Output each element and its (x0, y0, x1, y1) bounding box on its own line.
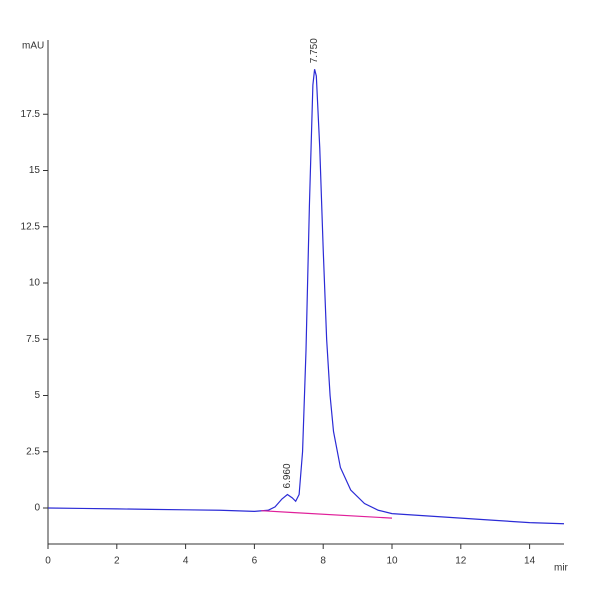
y-tick-label: 0 (34, 503, 40, 514)
y-tick-label: 15 (29, 165, 41, 176)
x-tick-label: 10 (386, 556, 398, 567)
y-tick-label: 12.5 (21, 221, 41, 232)
x-tick-label: 12 (455, 556, 467, 567)
y-tick-label: 17.5 (21, 109, 41, 120)
peak-label: 7.750 (309, 38, 320, 63)
y-tick-label: 7.5 (26, 334, 40, 345)
y-tick-label: 5 (34, 390, 40, 401)
peak-label: 6.960 (282, 463, 293, 488)
trace (47, 69, 565, 525)
x-tick-label: 0 (45, 556, 51, 567)
y-tick-label: 2.5 (26, 446, 40, 457)
y-tick-label: 10 (29, 278, 41, 289)
x-tick-label: 6 (252, 556, 258, 567)
y-axis-label: mAU (22, 41, 44, 52)
x-tick-label: 2 (114, 556, 120, 567)
x-tick-label: 8 (320, 556, 326, 567)
x-tick-label: 14 (524, 556, 536, 567)
x-tick-label: 4 (183, 556, 189, 567)
x-axis-label: mir (554, 563, 569, 574)
trace (261, 510, 393, 519)
